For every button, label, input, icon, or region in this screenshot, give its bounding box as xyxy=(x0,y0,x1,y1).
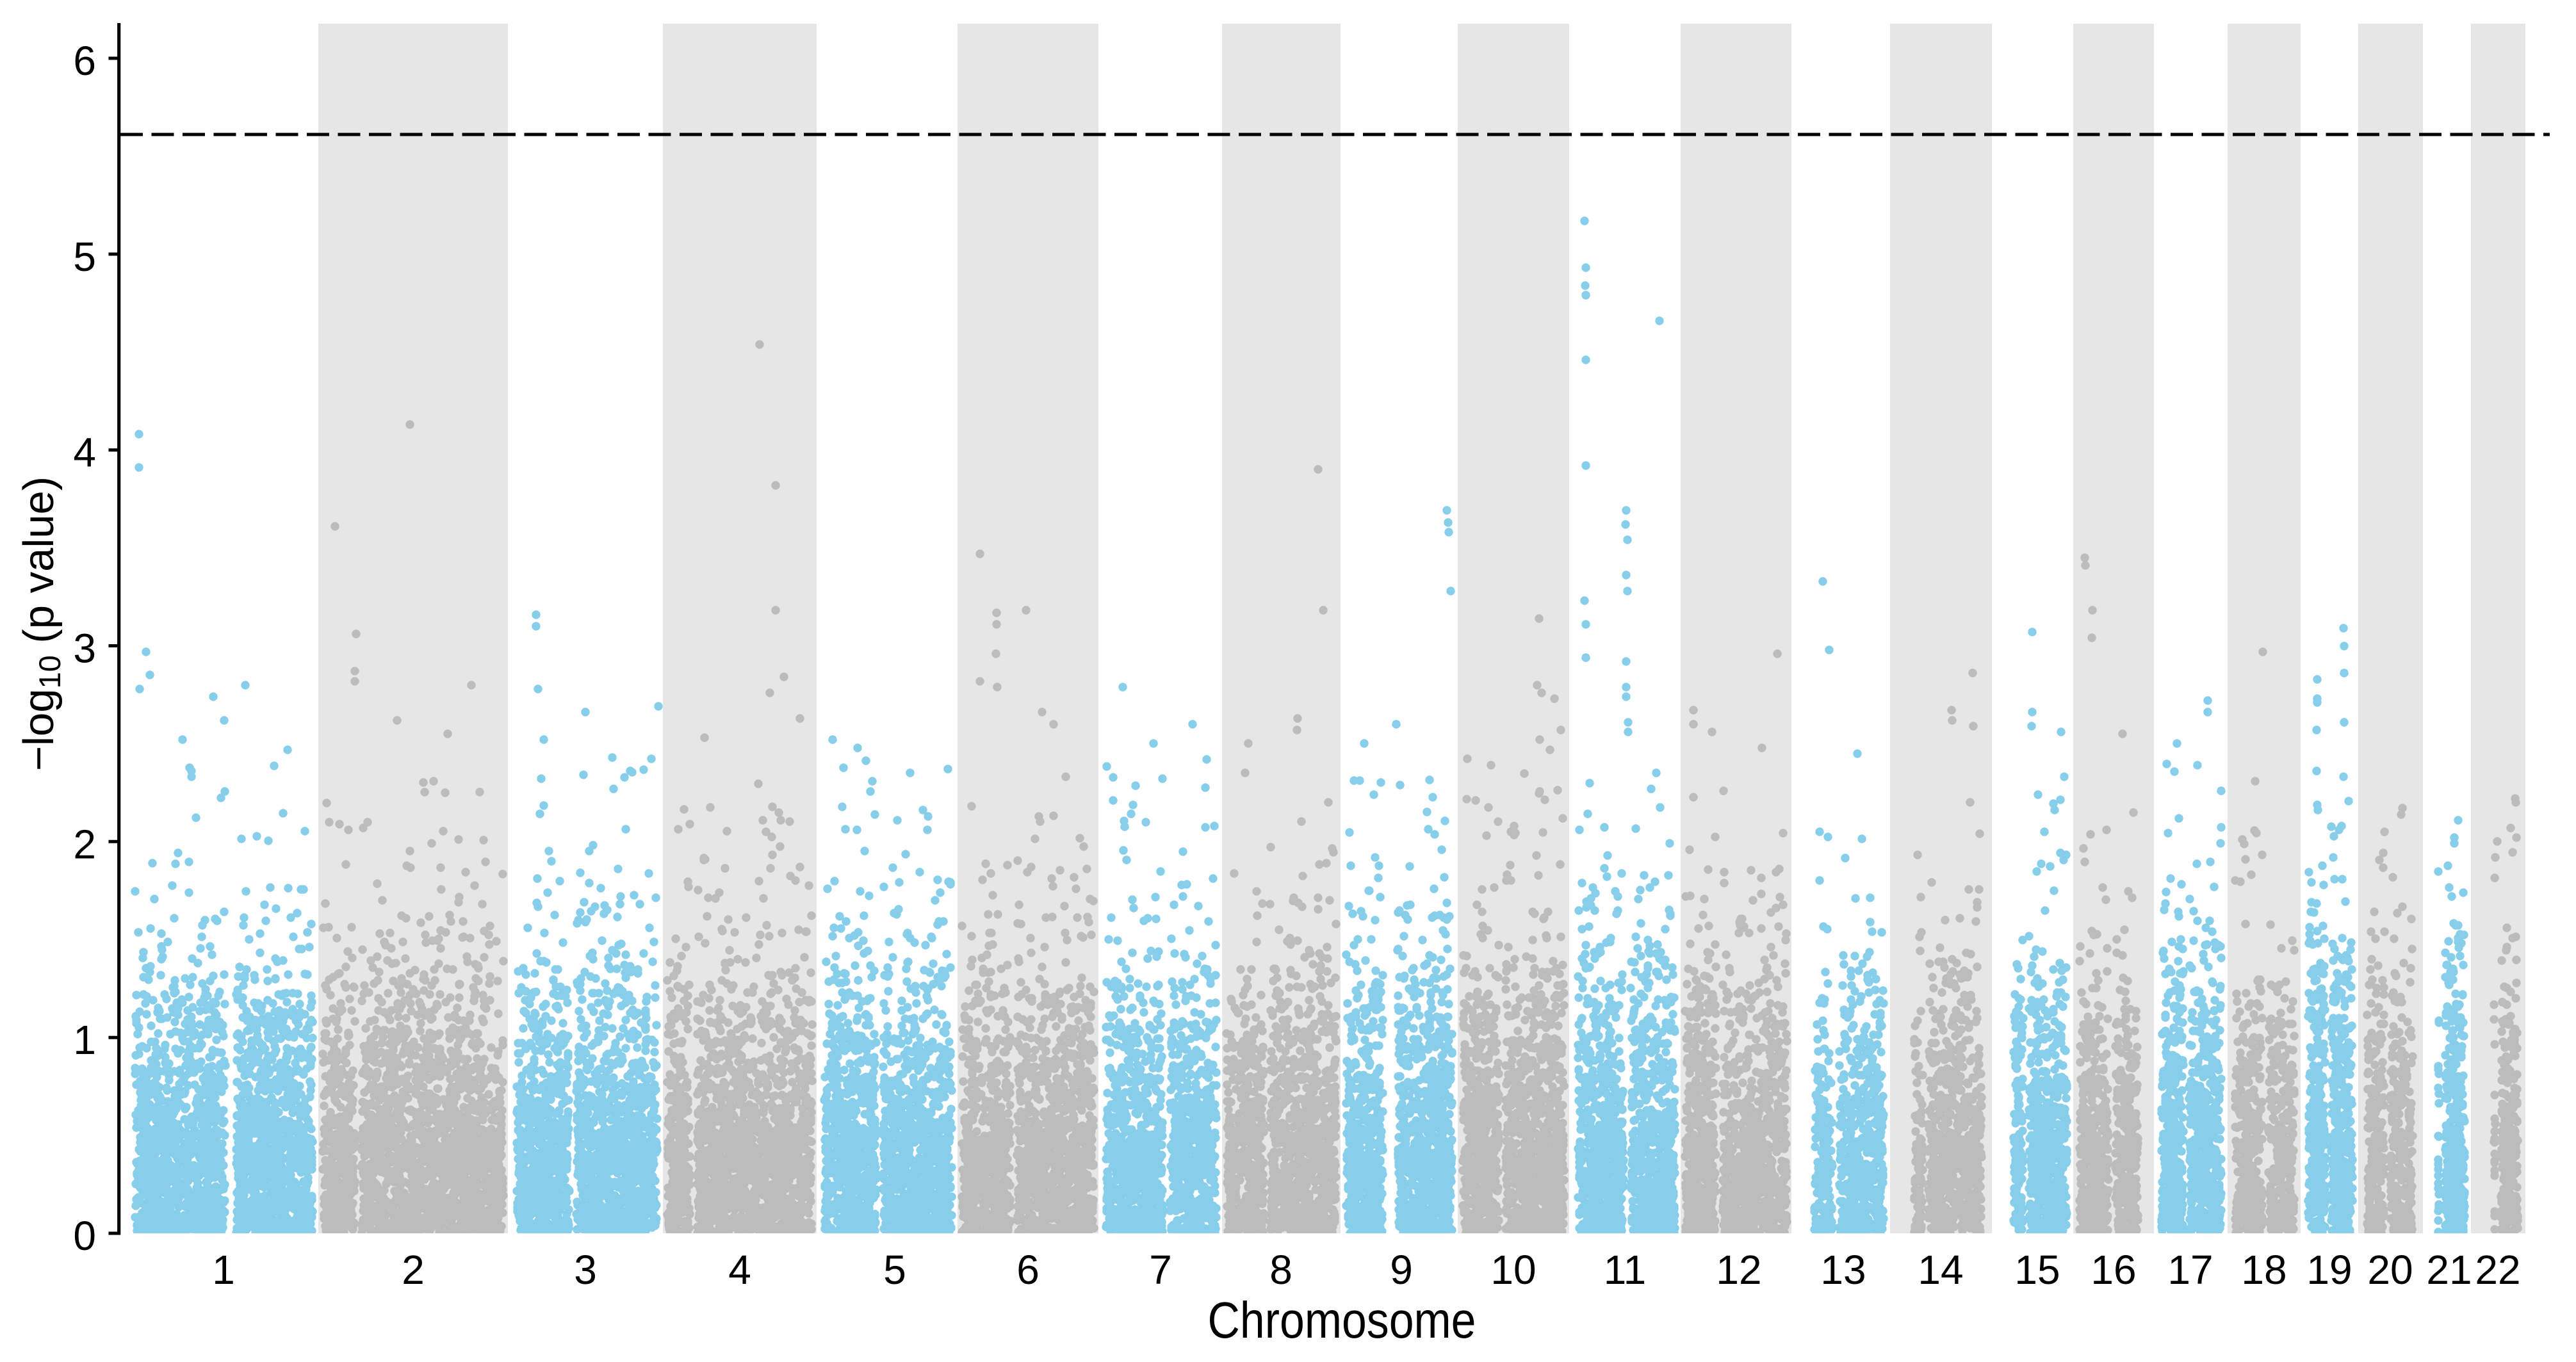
svg-text:3: 3 xyxy=(574,1247,597,1293)
svg-text:8: 8 xyxy=(1269,1247,1292,1293)
svg-text:9: 9 xyxy=(1390,1247,1413,1293)
svg-text:2: 2 xyxy=(73,821,96,867)
svg-text:19: 19 xyxy=(2306,1247,2352,1293)
svg-text:6: 6 xyxy=(73,38,96,84)
svg-text:1: 1 xyxy=(212,1247,235,1293)
svg-text:4: 4 xyxy=(73,430,96,476)
svg-text:11: 11 xyxy=(1604,1247,1646,1293)
svg-text:Chromosome: Chromosome xyxy=(1208,1292,1476,1349)
svg-text:5: 5 xyxy=(73,234,96,280)
svg-text:3: 3 xyxy=(73,626,96,672)
svg-text:15: 15 xyxy=(2014,1247,2060,1293)
svg-text:10: 10 xyxy=(1490,1247,1536,1293)
svg-text:1: 1 xyxy=(73,1017,96,1063)
svg-text:−log10 (p value): −log10 (p value) xyxy=(15,476,67,771)
svg-text:0: 0 xyxy=(73,1213,96,1259)
svg-text:5: 5 xyxy=(883,1247,906,1293)
svg-text:16: 16 xyxy=(2091,1247,2136,1293)
svg-text:21: 21 xyxy=(2426,1247,2472,1293)
svg-text:4: 4 xyxy=(728,1247,751,1293)
svg-text:13: 13 xyxy=(1820,1247,1866,1293)
svg-text:6: 6 xyxy=(1016,1247,1039,1293)
svg-text:2: 2 xyxy=(402,1247,425,1293)
svg-text:18: 18 xyxy=(2241,1247,2287,1293)
svg-text:17: 17 xyxy=(2167,1247,2213,1293)
svg-text:22: 22 xyxy=(2475,1247,2520,1293)
svg-text:12: 12 xyxy=(1716,1247,1761,1293)
svg-text:7: 7 xyxy=(1149,1247,1172,1293)
svg-text:20: 20 xyxy=(2367,1247,2413,1293)
svg-text:14: 14 xyxy=(1918,1247,1963,1293)
